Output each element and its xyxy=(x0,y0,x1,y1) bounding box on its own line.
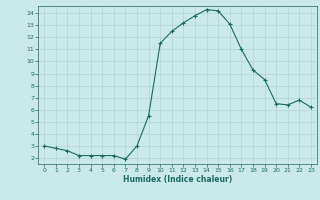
X-axis label: Humidex (Indice chaleur): Humidex (Indice chaleur) xyxy=(123,175,232,184)
